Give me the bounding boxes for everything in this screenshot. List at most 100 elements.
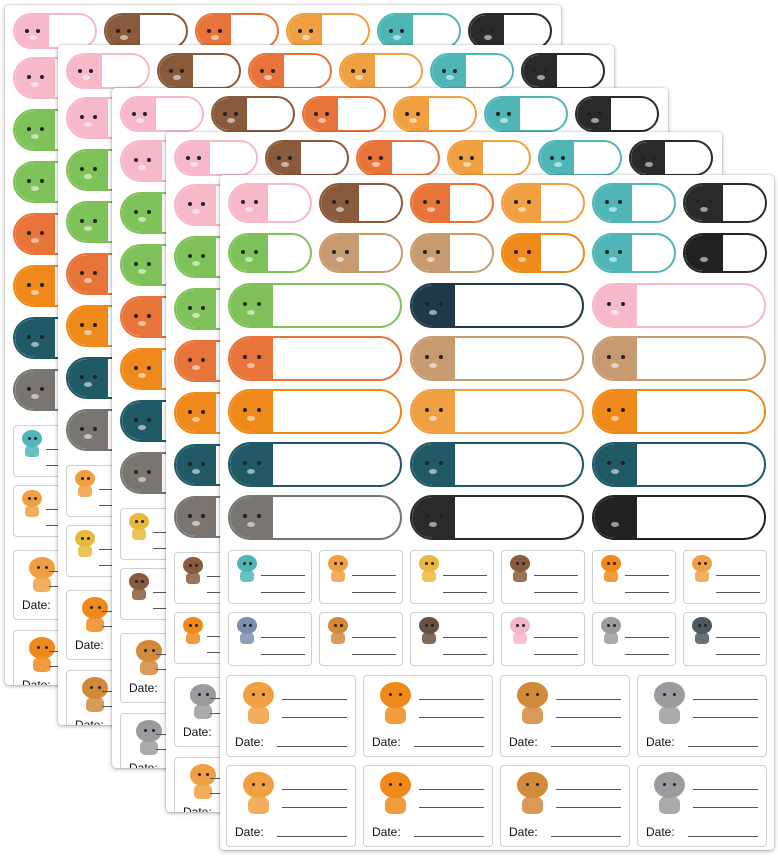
eye: [27, 126, 31, 131]
small-name-sticker: [228, 612, 312, 666]
bear-face-icon: [321, 185, 359, 221]
body: [384, 795, 407, 814]
eye: [544, 68, 549, 73]
frog-face-icon: [15, 163, 55, 201]
eye: [606, 302, 611, 307]
eye: [186, 155, 191, 160]
fox-face-icon: [358, 142, 392, 174]
eye: [200, 305, 205, 310]
nose: [31, 134, 39, 140]
write-line: [555, 807, 621, 808]
eye: [389, 28, 394, 33]
name-label-sticker: [501, 183, 585, 223]
name-label-sticker: [629, 140, 713, 176]
nose: [590, 117, 599, 123]
head: [190, 684, 216, 706]
eye: [188, 253, 192, 258]
body: [186, 572, 200, 585]
eye: [151, 649, 155, 652]
nose: [84, 434, 92, 440]
write-line: [624, 575, 669, 577]
eye: [522, 624, 526, 627]
eye: [435, 200, 440, 205]
lion-icon: [179, 617, 207, 645]
eye: [533, 68, 538, 73]
eye: [36, 566, 40, 569]
head: [82, 597, 108, 619]
date-label: Date:: [646, 735, 675, 749]
eye: [205, 773, 209, 776]
eye: [146, 209, 151, 214]
write-line: [260, 575, 305, 577]
deer-icon: [511, 772, 554, 815]
head: [419, 555, 439, 572]
eye: [389, 782, 393, 786]
eye: [143, 649, 147, 652]
eye: [288, 155, 293, 160]
eye: [141, 520, 145, 523]
eye: [141, 580, 145, 583]
eye: [188, 305, 192, 310]
frog-face-icon: [176, 290, 216, 328]
lion-icon: [374, 772, 417, 815]
write-line: [260, 591, 305, 593]
dated-name-sticker: Date:: [637, 765, 767, 847]
body: [695, 632, 709, 645]
deer-icon: [131, 640, 167, 676]
eye: [200, 409, 205, 414]
nose: [138, 477, 146, 483]
name-label-sticker: [228, 389, 402, 434]
eye: [242, 624, 246, 627]
koala-icon: [131, 720, 167, 756]
eye: [261, 782, 265, 786]
hippo-face-icon: [486, 98, 520, 130]
eye: [27, 497, 31, 500]
eye: [333, 624, 337, 627]
name-label-sticker: [410, 183, 494, 223]
write-line: [624, 591, 669, 593]
head: [22, 430, 42, 447]
lion-face-icon: [230, 391, 273, 432]
nose: [392, 34, 401, 40]
bear-icon: [18, 430, 46, 458]
write-line: [533, 591, 578, 593]
nose: [518, 257, 527, 262]
hippo-face-icon: [594, 185, 632, 221]
eye: [197, 693, 201, 696]
eye: [424, 624, 428, 627]
eye: [424, 355, 429, 360]
body: [658, 705, 681, 724]
nose: [31, 394, 39, 400]
hippo-face-icon: [540, 142, 574, 174]
name-label-sticker: [66, 149, 150, 191]
lion-icon: [24, 637, 60, 673]
eye: [39, 386, 44, 391]
eye: [438, 461, 443, 466]
deer-face-icon: [594, 338, 637, 379]
eye: [368, 155, 373, 160]
head: [190, 764, 216, 786]
frog-face-icon: [230, 235, 268, 271]
eye: [480, 28, 485, 33]
eye: [39, 230, 44, 235]
frog-face-icon: [122, 246, 162, 284]
nose: [84, 226, 92, 232]
nose: [408, 117, 417, 123]
fox-face-icon: [412, 185, 450, 221]
name-label-sticker: [248, 53, 332, 89]
name-label-sticker: [228, 283, 402, 328]
giraffe-icon: [71, 530, 99, 558]
date-label: Date:: [183, 725, 212, 739]
eye: [207, 28, 212, 33]
raccoon-icon: [688, 617, 716, 645]
body: [658, 795, 681, 814]
eye: [180, 68, 185, 73]
dated-name-sticker: Date:: [363, 765, 493, 847]
eye: [97, 686, 101, 689]
name-label-sticker: [410, 389, 584, 434]
nose: [192, 209, 200, 215]
eye: [197, 773, 201, 776]
body: [25, 505, 39, 518]
nose: [172, 74, 181, 80]
eye: [200, 357, 205, 362]
